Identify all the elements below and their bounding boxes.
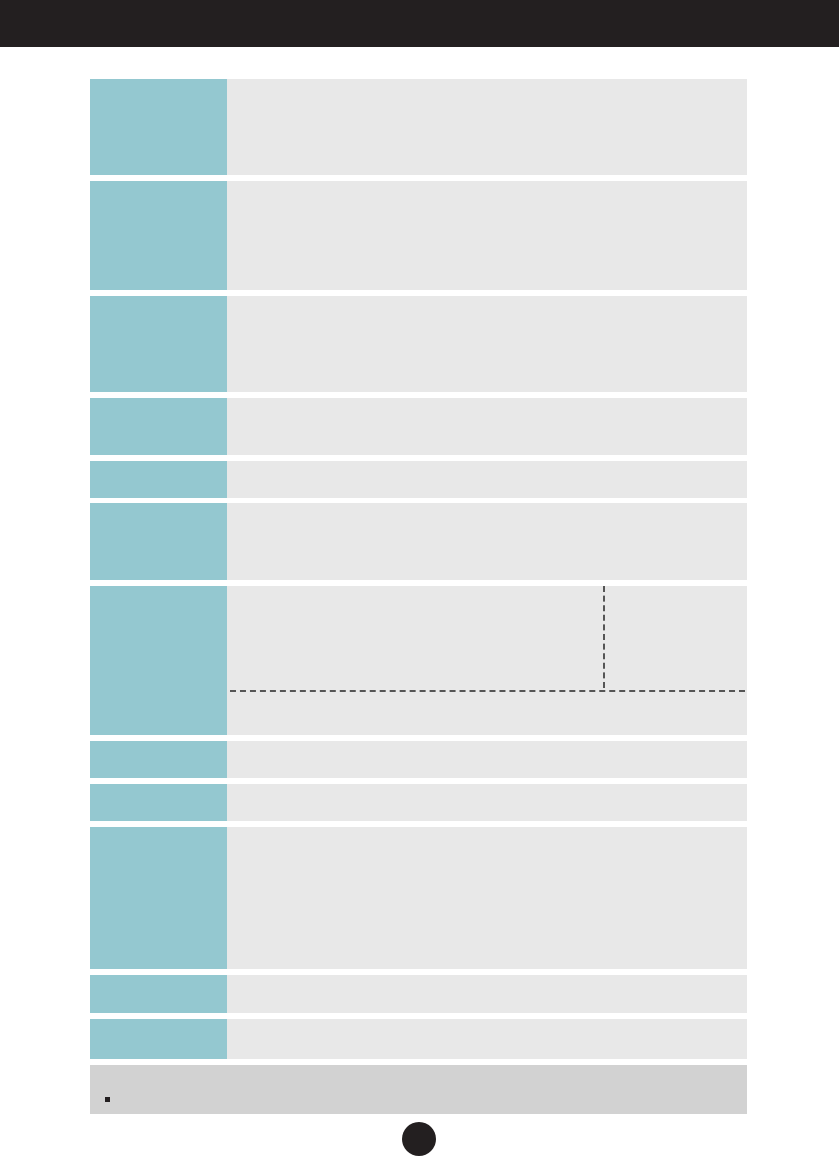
page-header-bar [0, 0, 839, 47]
spec-row [90, 79, 747, 175]
spec-value [227, 296, 747, 392]
spec-value [227, 461, 747, 498]
spec-label [90, 181, 227, 290]
spec-label [90, 741, 227, 778]
spec-value [227, 741, 747, 778]
spec-row [90, 784, 747, 821]
spec-label [90, 79, 227, 175]
spec-value [227, 784, 747, 821]
spec-row [90, 1019, 747, 1059]
spec-label [90, 461, 227, 498]
spec-row [90, 975, 747, 1013]
spec-row [90, 398, 747, 455]
spec-value [227, 79, 747, 175]
bullet-icon [105, 1097, 110, 1102]
spec-label [90, 975, 227, 1013]
spec-value [227, 1019, 747, 1059]
spec-label [90, 398, 227, 455]
spec-row [90, 586, 747, 735]
page-number-badge [402, 1122, 436, 1156]
spec-value [227, 586, 747, 735]
spec-value [227, 827, 747, 969]
dashed-divider-horizontal [230, 690, 745, 692]
spec-label [90, 827, 227, 969]
spec-value [227, 503, 747, 580]
spec-label [90, 296, 227, 392]
spec-row [90, 503, 747, 580]
spec-row [90, 827, 747, 969]
spec-value [227, 181, 747, 290]
spec-label [90, 503, 227, 580]
spec-row [90, 296, 747, 392]
dashed-divider-vertical [603, 586, 605, 688]
spec-value [227, 398, 747, 455]
spec-row [90, 181, 747, 290]
spec-label [90, 784, 227, 821]
spec-label [90, 586, 227, 735]
spec-row [90, 461, 747, 498]
spec-label [90, 1019, 227, 1059]
spec-row [90, 741, 747, 778]
spec-value [227, 975, 747, 1013]
note-box [90, 1065, 747, 1114]
